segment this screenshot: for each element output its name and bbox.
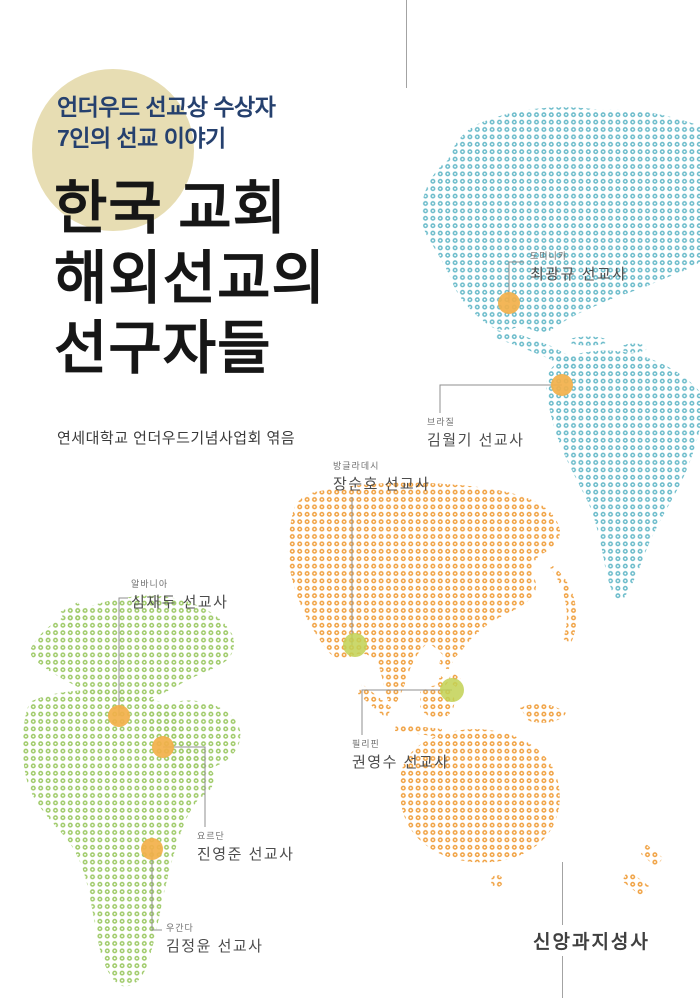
marker-philippines xyxy=(440,678,464,702)
marker-dominica xyxy=(498,292,520,314)
publisher-name: 신앙과지성사 xyxy=(530,925,653,956)
place-name: 알바니아 xyxy=(131,579,169,589)
divider-top xyxy=(406,0,407,88)
connector-jordan xyxy=(163,746,206,827)
connector-philippines xyxy=(361,689,452,735)
marker-uganda xyxy=(141,838,163,860)
missionary-name: 최광규 선교사 xyxy=(530,266,628,283)
place-name: 도미니카 xyxy=(530,251,568,261)
place-name: 요르단 xyxy=(197,831,225,841)
missionary-name: 심재두 선교사 xyxy=(131,594,229,611)
continent-americas xyxy=(421,107,700,600)
author-line: 연세대학교 언더우드기념사업회 엮음 xyxy=(57,430,296,447)
connector-albania xyxy=(118,597,128,716)
place-name: 방글라데시 xyxy=(333,461,380,471)
missionary-name: 김정윤 선교사 xyxy=(166,938,264,955)
book-title-line1: 한국 교회 xyxy=(54,176,287,241)
map-connectors xyxy=(118,261,562,931)
place-name: 필리핀 xyxy=(352,739,380,749)
award-subtitle-line2: 7인의 선교 이야기 xyxy=(57,125,226,151)
missionary-name: 장순호 선교사 xyxy=(333,476,431,493)
book-title-line2: 해외선교의 xyxy=(54,246,326,311)
connector-dominica xyxy=(508,261,524,303)
marker-albania xyxy=(108,705,130,727)
marker-brazil xyxy=(551,374,573,396)
award-subtitle-line1: 언더우드 선교상 수상자 xyxy=(57,94,276,120)
book-title-line3: 선구자들 xyxy=(54,316,272,381)
badge-circle xyxy=(32,69,194,231)
map-markers xyxy=(108,292,573,860)
missionary-name: 김월기 선교사 xyxy=(427,432,525,449)
connector-brazil xyxy=(439,384,562,413)
award-subtitle: 언더우드 선교상 수상자 7인의 선교 이야기 xyxy=(57,92,276,154)
missionary-name: 권영수 선교사 xyxy=(352,754,450,771)
missionary-name: 진영준 선교사 xyxy=(197,846,295,863)
book-title: 한국 교회 해외선교의 선구자들 xyxy=(54,174,326,384)
marker-bangladesh xyxy=(343,633,367,657)
connector-uganda xyxy=(151,849,162,931)
place-name: 우간다 xyxy=(166,923,194,933)
marker-jordan xyxy=(152,736,174,758)
place-name: 브라질 xyxy=(427,417,455,427)
